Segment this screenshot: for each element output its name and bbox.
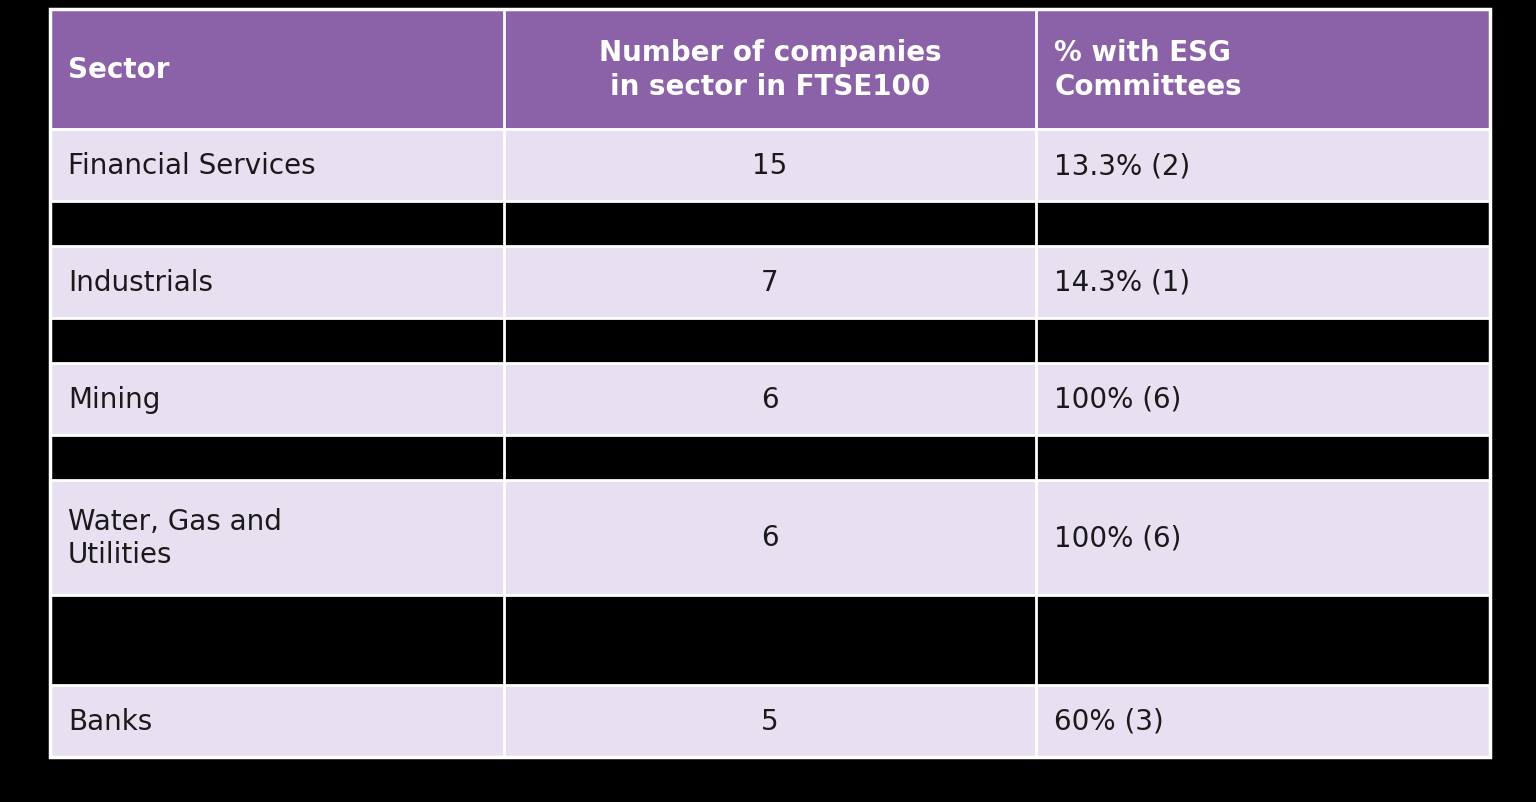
Bar (504, 363, 1037, 435)
Text: Number of companies
in sector in FTSE100: Number of companies in sector in FTSE100 (599, 39, 942, 100)
Text: 7: 7 (762, 269, 779, 297)
Bar (1037, 685, 1490, 757)
Text: Mining: Mining (68, 386, 160, 414)
Bar (51, 435, 504, 480)
Text: Banks: Banks (68, 707, 152, 735)
Text: 6: 6 (762, 386, 779, 414)
Bar (1037, 130, 1490, 202)
Bar (51, 595, 504, 685)
Text: 6: 6 (762, 524, 779, 552)
Text: 100% (6): 100% (6) (1054, 524, 1181, 552)
Bar (504, 10, 1037, 130)
Bar (1037, 247, 1490, 318)
Bar (504, 318, 1037, 363)
Bar (1037, 10, 1490, 130)
Text: 13.3% (2): 13.3% (2) (1054, 152, 1190, 180)
Bar (504, 247, 1037, 318)
Bar (51, 480, 504, 595)
Bar (1037, 435, 1490, 480)
Bar (504, 130, 1037, 202)
Text: 60% (3): 60% (3) (1054, 707, 1164, 735)
Text: Financial Services: Financial Services (68, 152, 315, 180)
Bar (504, 480, 1037, 595)
Bar (51, 318, 504, 363)
Text: Sector: Sector (68, 56, 169, 84)
Bar (1037, 318, 1490, 363)
Text: 5: 5 (762, 707, 779, 735)
Bar (504, 685, 1037, 757)
Bar (51, 130, 504, 202)
Text: Industrials: Industrials (68, 269, 214, 297)
Bar (1037, 480, 1490, 595)
Bar (51, 202, 504, 247)
Text: Water, Gas and
Utilities: Water, Gas and Utilities (68, 507, 283, 569)
Text: 14.3% (1): 14.3% (1) (1054, 269, 1190, 297)
Bar (51, 363, 504, 435)
Text: 100% (6): 100% (6) (1054, 386, 1181, 414)
Text: % with ESG
Committees: % with ESG Committees (1054, 39, 1243, 100)
Bar (1037, 363, 1490, 435)
Bar (51, 10, 504, 130)
Bar (504, 202, 1037, 247)
Bar (1037, 595, 1490, 685)
Text: 15: 15 (753, 152, 788, 180)
Bar (51, 685, 504, 757)
Bar (504, 595, 1037, 685)
Bar (51, 247, 504, 318)
Bar (1037, 202, 1490, 247)
Bar (504, 435, 1037, 480)
